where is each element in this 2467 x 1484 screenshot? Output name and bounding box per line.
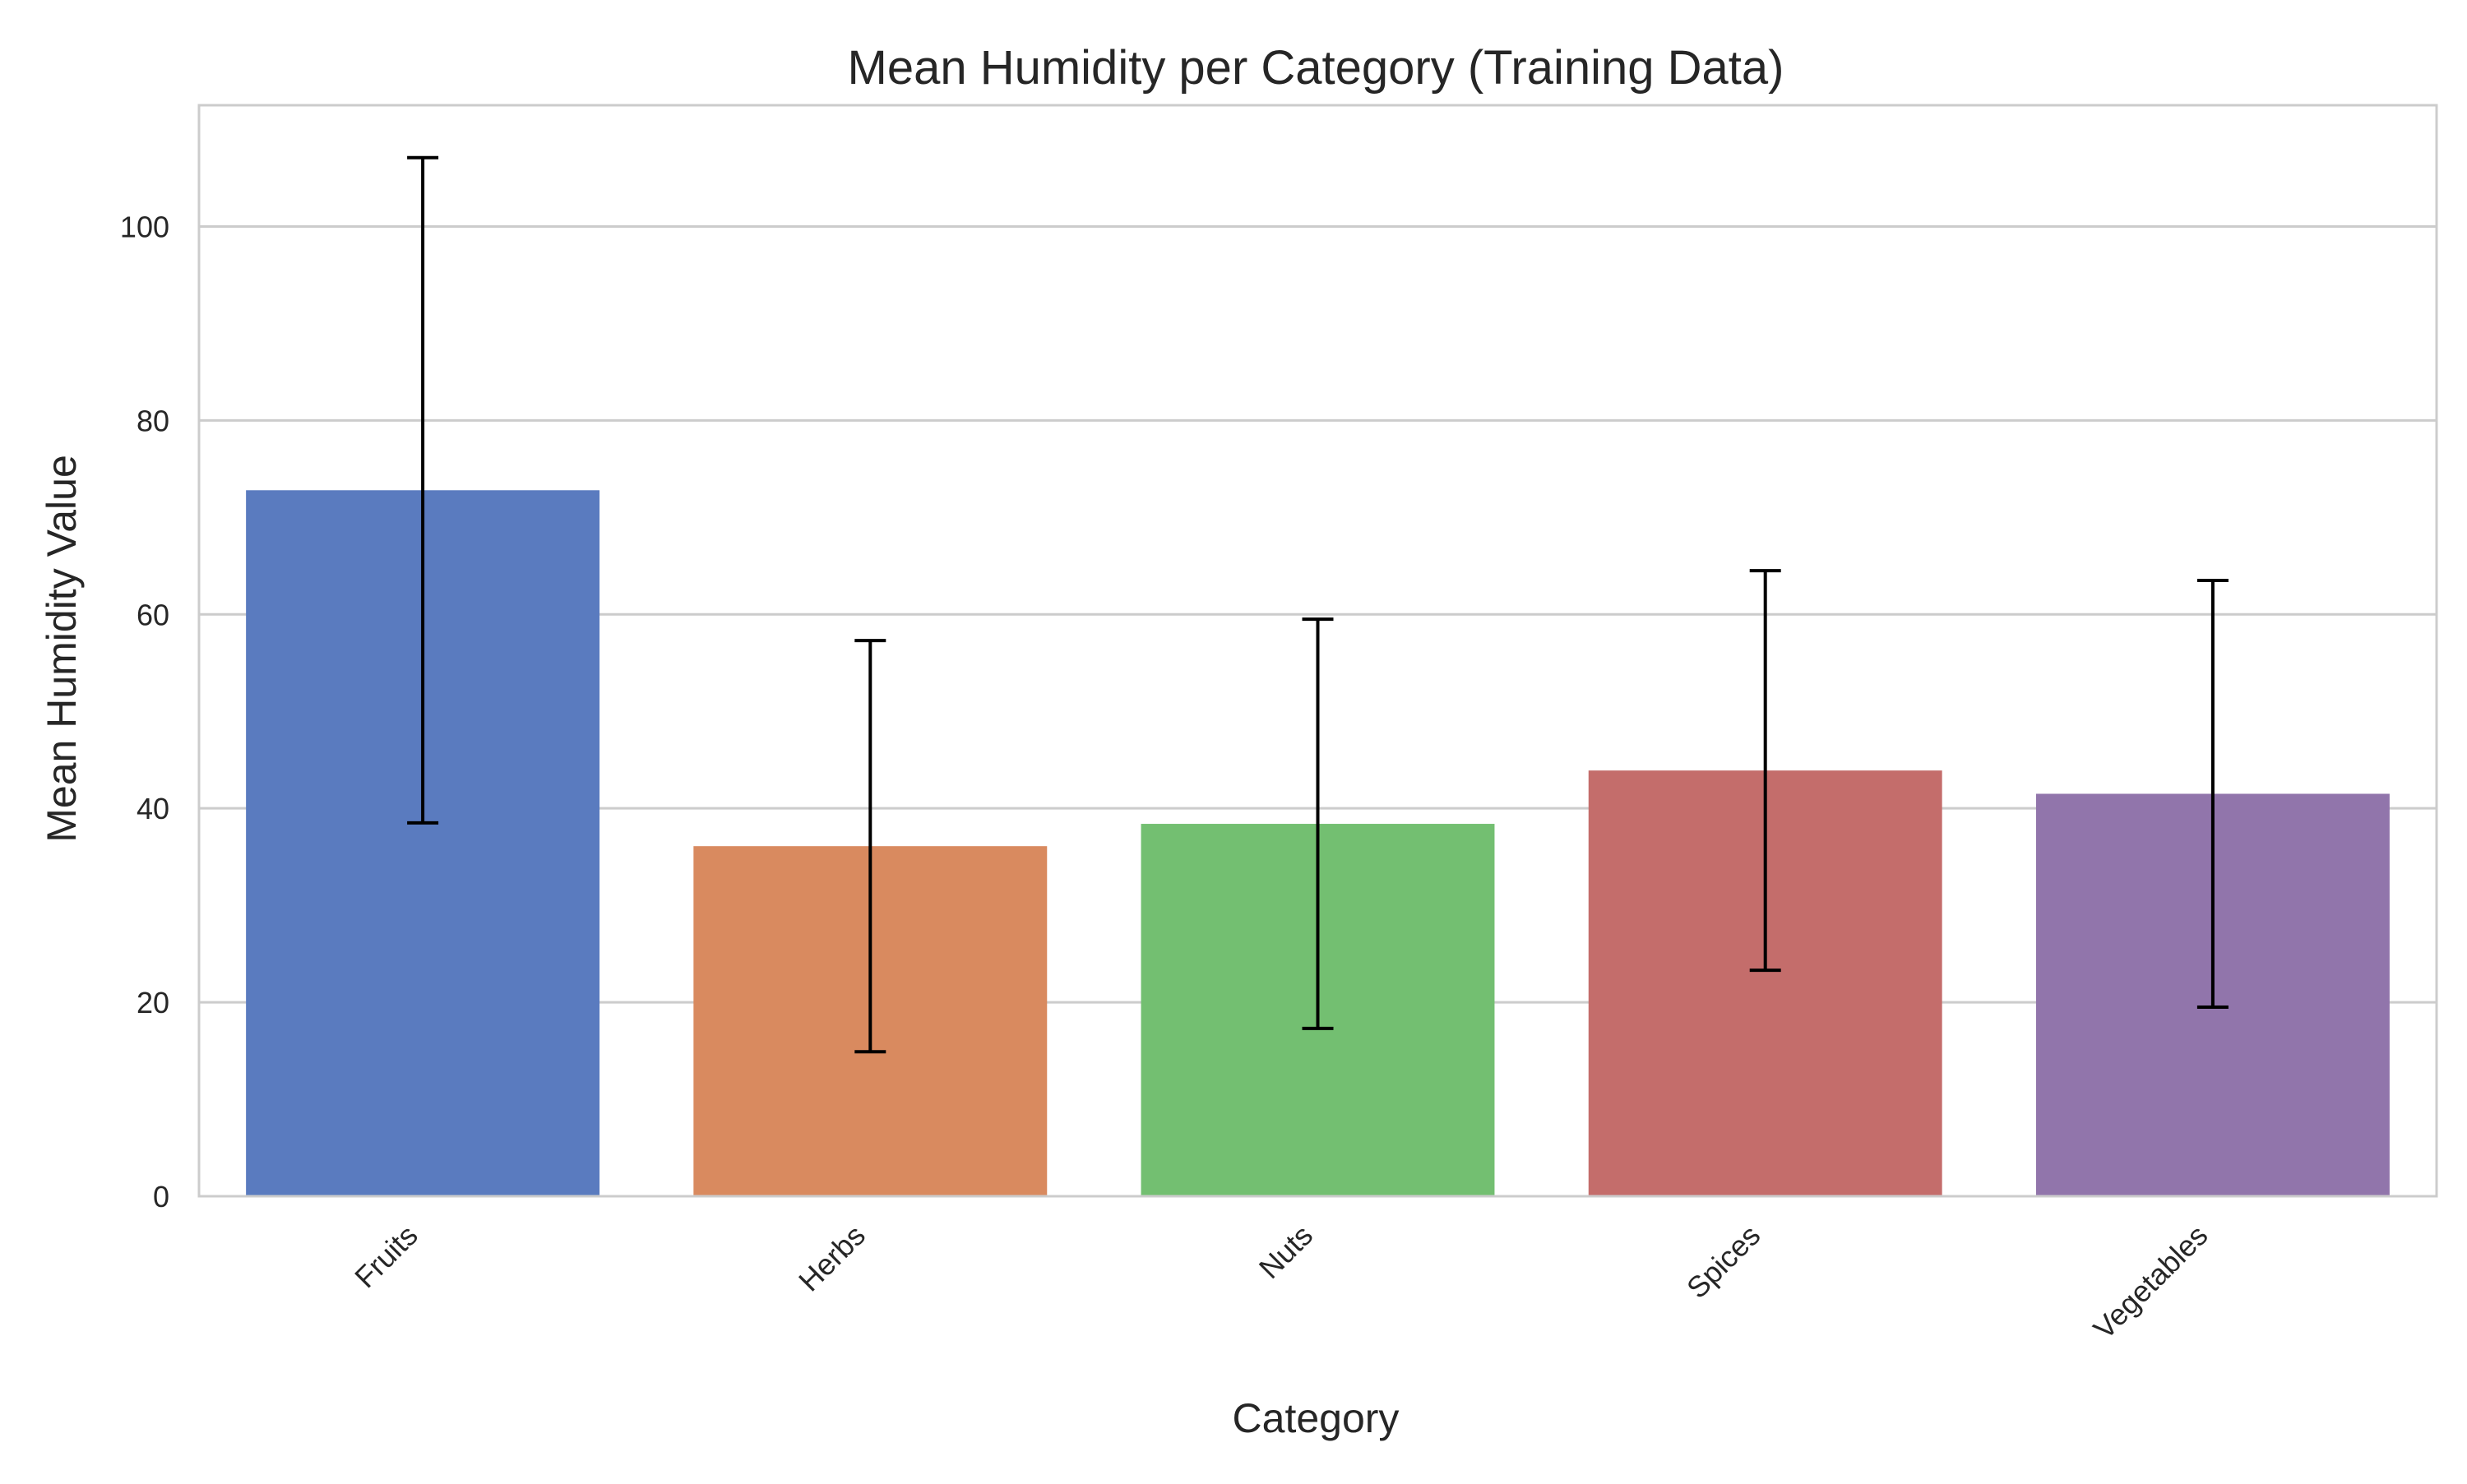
y-axis-label: Mean Humidity Value	[39, 455, 85, 843]
y-tick-label: 60	[137, 598, 169, 631]
y-tick-label: 40	[137, 792, 169, 825]
plot-frame	[197, 104, 2438, 1198]
x-axis-label: Category	[1233, 1395, 1400, 1441]
error-bar-nuts	[1302, 617, 1334, 1030]
error-bars	[407, 155, 2229, 1054]
error-bar-vegetables	[2196, 578, 2229, 1009]
y-tick-label: 80	[137, 404, 169, 437]
y-tick-label: 100	[120, 210, 169, 243]
y-tick-label: 20	[137, 986, 169, 1019]
error-bar-spices	[1749, 569, 1781, 973]
y-tick-label: 0	[153, 1180, 169, 1214]
chart-title: Mean Humidity per Category (Training Dat…	[848, 41, 1784, 95]
plot-border	[197, 104, 2438, 1198]
y-tick-labels: 0 20 40 60 80 100	[120, 210, 169, 1214]
error-bar-fruits	[407, 155, 439, 825]
error-bar-herbs	[854, 639, 886, 1054]
